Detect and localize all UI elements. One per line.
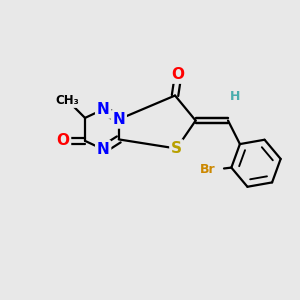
Text: N: N — [97, 102, 110, 117]
Text: S: S — [171, 141, 182, 156]
Text: Br: Br — [200, 163, 216, 176]
Text: CH₃: CH₃ — [56, 94, 79, 107]
Text: N: N — [97, 142, 110, 157]
Text: O: O — [56, 134, 69, 148]
Text: N: N — [112, 112, 125, 127]
Text: O: O — [172, 67, 185, 82]
Text: H: H — [230, 91, 241, 103]
